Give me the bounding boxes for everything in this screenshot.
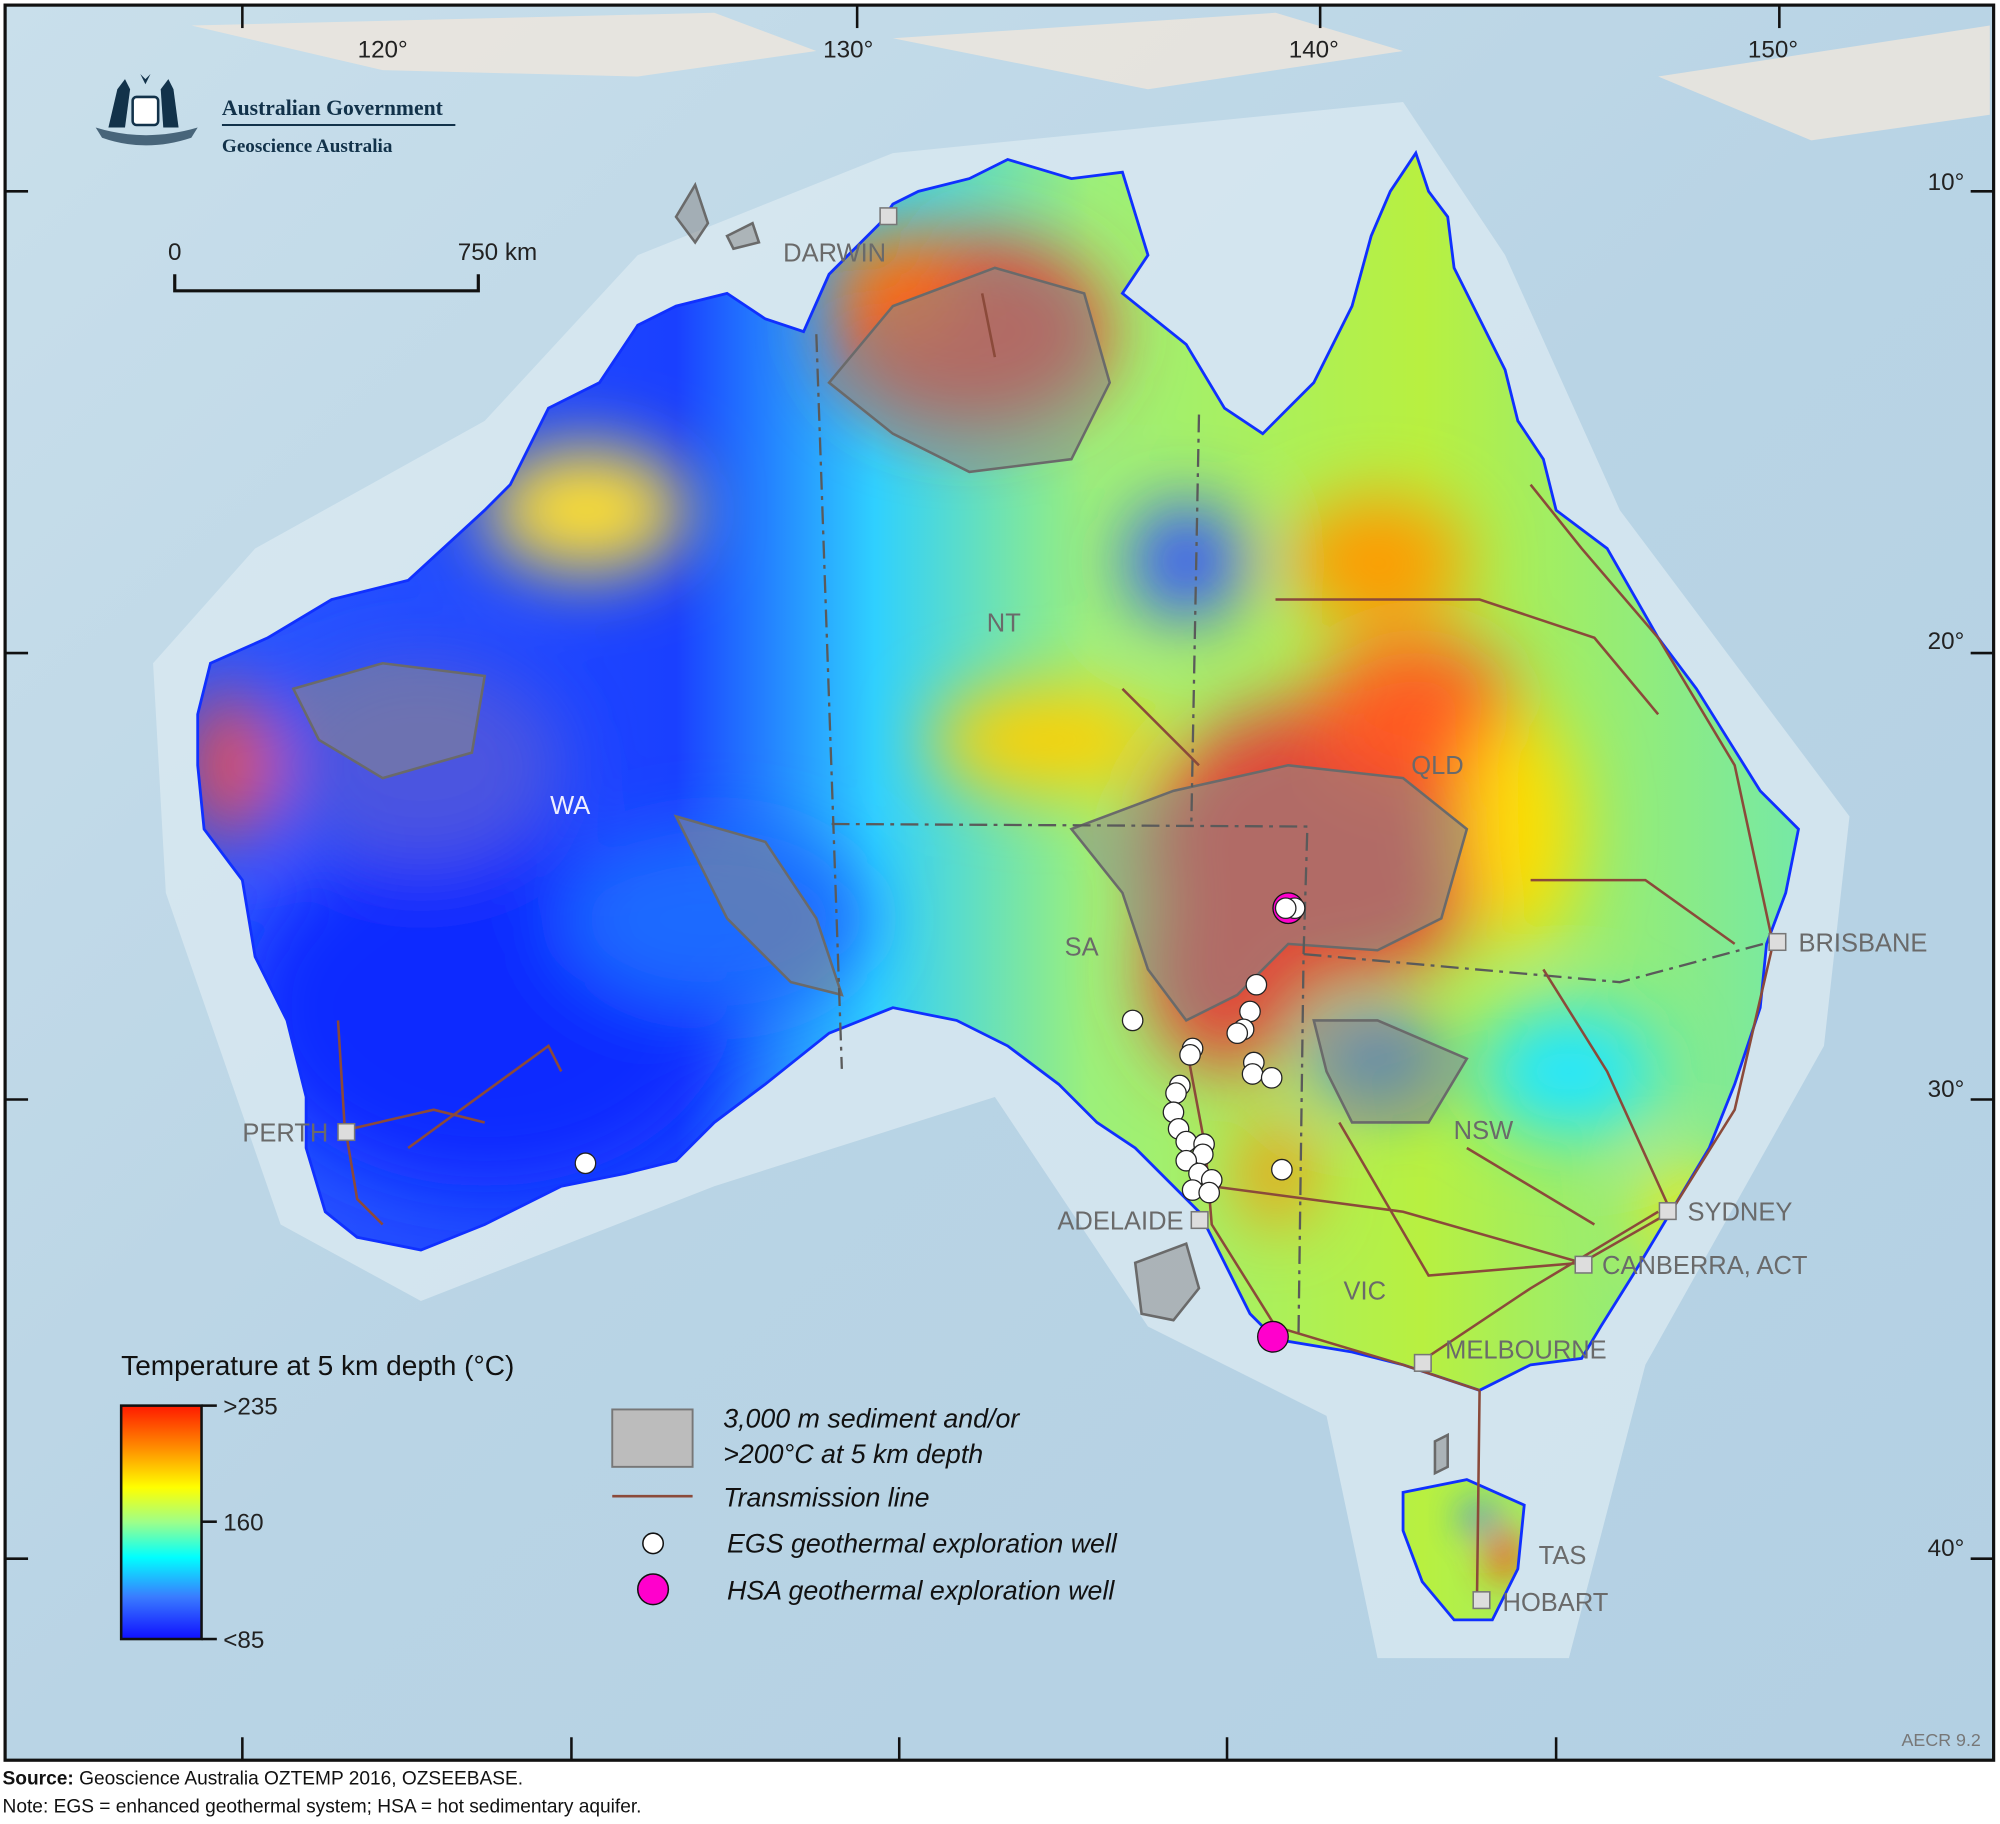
source-label: Source: (3, 1768, 74, 1789)
legend-transmission: Transmission line (723, 1482, 929, 1512)
coat-of-arms-icon (95, 73, 198, 146)
egs-well-marker (1271, 1158, 1293, 1181)
egs-well-icon (642, 1532, 665, 1555)
city-markers (337, 207, 1787, 1610)
lon-label-130: 130° (823, 36, 873, 63)
scale-start: 0 (168, 239, 181, 266)
region-sa: SA (1065, 933, 1099, 961)
city-perth: PERTH (242, 1120, 328, 1148)
lat-label-20: 20° (1928, 628, 1965, 655)
legend-sediment-line1: 3,000 m sediment and/or (723, 1403, 1020, 1433)
transmission-lines (336, 293, 1775, 1595)
legend-sediment-line2: >200°C at 5 km depth (723, 1439, 983, 1469)
source-line: Source: Geoscience Australia OZTEMP 2016… (3, 1768, 523, 1789)
region-vic: VIC (1344, 1278, 1387, 1306)
city-sydney: SYDNEY (1688, 1199, 1793, 1227)
logo-line-1: Australian Government (222, 96, 444, 120)
lon-label-120: 120° (358, 36, 408, 63)
region-tas: TAS (1539, 1542, 1587, 1570)
region-nsw: NSW (1454, 1117, 1514, 1145)
sediment-swatch (611, 1408, 694, 1468)
city-hobart: HOBART (1503, 1589, 1609, 1617)
neighbouring-land (191, 12, 1990, 141)
legend-hsa: HSA geothermal exploration well (727, 1576, 1115, 1606)
graticule-ticks (5, 5, 1994, 1761)
egs-well-marker (1245, 973, 1268, 996)
city-brisbane: BRISBANE (1798, 930, 1927, 958)
egs-well-marker (1121, 1009, 1144, 1032)
australian-government-logo: Australian Government Geoscience Austral… (95, 73, 456, 157)
sediment-regions (291, 181, 1469, 1476)
map-frame (3, 3, 1996, 1762)
egs-well-marker (1179, 1044, 1201, 1066)
footer-note: Note: EGS = enhanced geothermal system; … (3, 1797, 642, 1818)
region-qld: QLD (1411, 752, 1463, 780)
egs-well-marker (1198, 1181, 1221, 1204)
egs-well-marker (1260, 1066, 1283, 1089)
legend: Temperature at 5 km depth (°C) >235 160 … (119, 1350, 1118, 1654)
egs-well-marker (1175, 1130, 1198, 1153)
state-borders (815, 334, 1774, 1337)
egs-well-marker (1274, 897, 1297, 920)
lon-label-140: 140° (1289, 36, 1339, 63)
wells-layer (574, 892, 1306, 1353)
egs-well-marker (574, 1152, 597, 1175)
city-melbourne: MELBOURNE (1445, 1336, 1607, 1364)
lat-label-40: 40° (1928, 1535, 1965, 1562)
lon-label-150: 150° (1748, 36, 1798, 63)
egs-well-marker (1165, 1082, 1187, 1104)
egs-well-marker (1226, 1022, 1249, 1045)
region-wa: WA (550, 792, 590, 820)
color-bar-max: >235 (223, 1394, 278, 1421)
temperature-color-bar (119, 1404, 203, 1641)
legend-egs: EGS geothermal exploration well (727, 1528, 1118, 1558)
egs-well-marker (1241, 1063, 1264, 1085)
source-text: Geoscience Australia OZTEMP 2016, OZSEEB… (74, 1768, 523, 1789)
scale-end: 750 km (458, 239, 537, 266)
hsa-well-marker (1257, 1320, 1289, 1353)
city-adelaide: ADELAIDE (1057, 1208, 1183, 1236)
legend-title: Temperature at 5 km depth (°C) (121, 1350, 514, 1381)
lat-label-30: 30° (1928, 1076, 1965, 1103)
scale-bar: 0 750 km (168, 239, 537, 293)
lat-label-10: 10° (1928, 169, 1965, 196)
figure-code: AECR 9.2 (1902, 1730, 1981, 1750)
city-darwin: DARWIN (783, 239, 886, 267)
logo-line-2: Geoscience Australia (222, 136, 393, 157)
color-bar-min: <85 (223, 1627, 264, 1654)
hsa-well-icon (636, 1573, 670, 1606)
city-canberra: CANBERRA, ACT (1602, 1252, 1807, 1280)
region-nt: NT (987, 609, 1021, 637)
color-bar-mid: 160 (223, 1510, 263, 1537)
